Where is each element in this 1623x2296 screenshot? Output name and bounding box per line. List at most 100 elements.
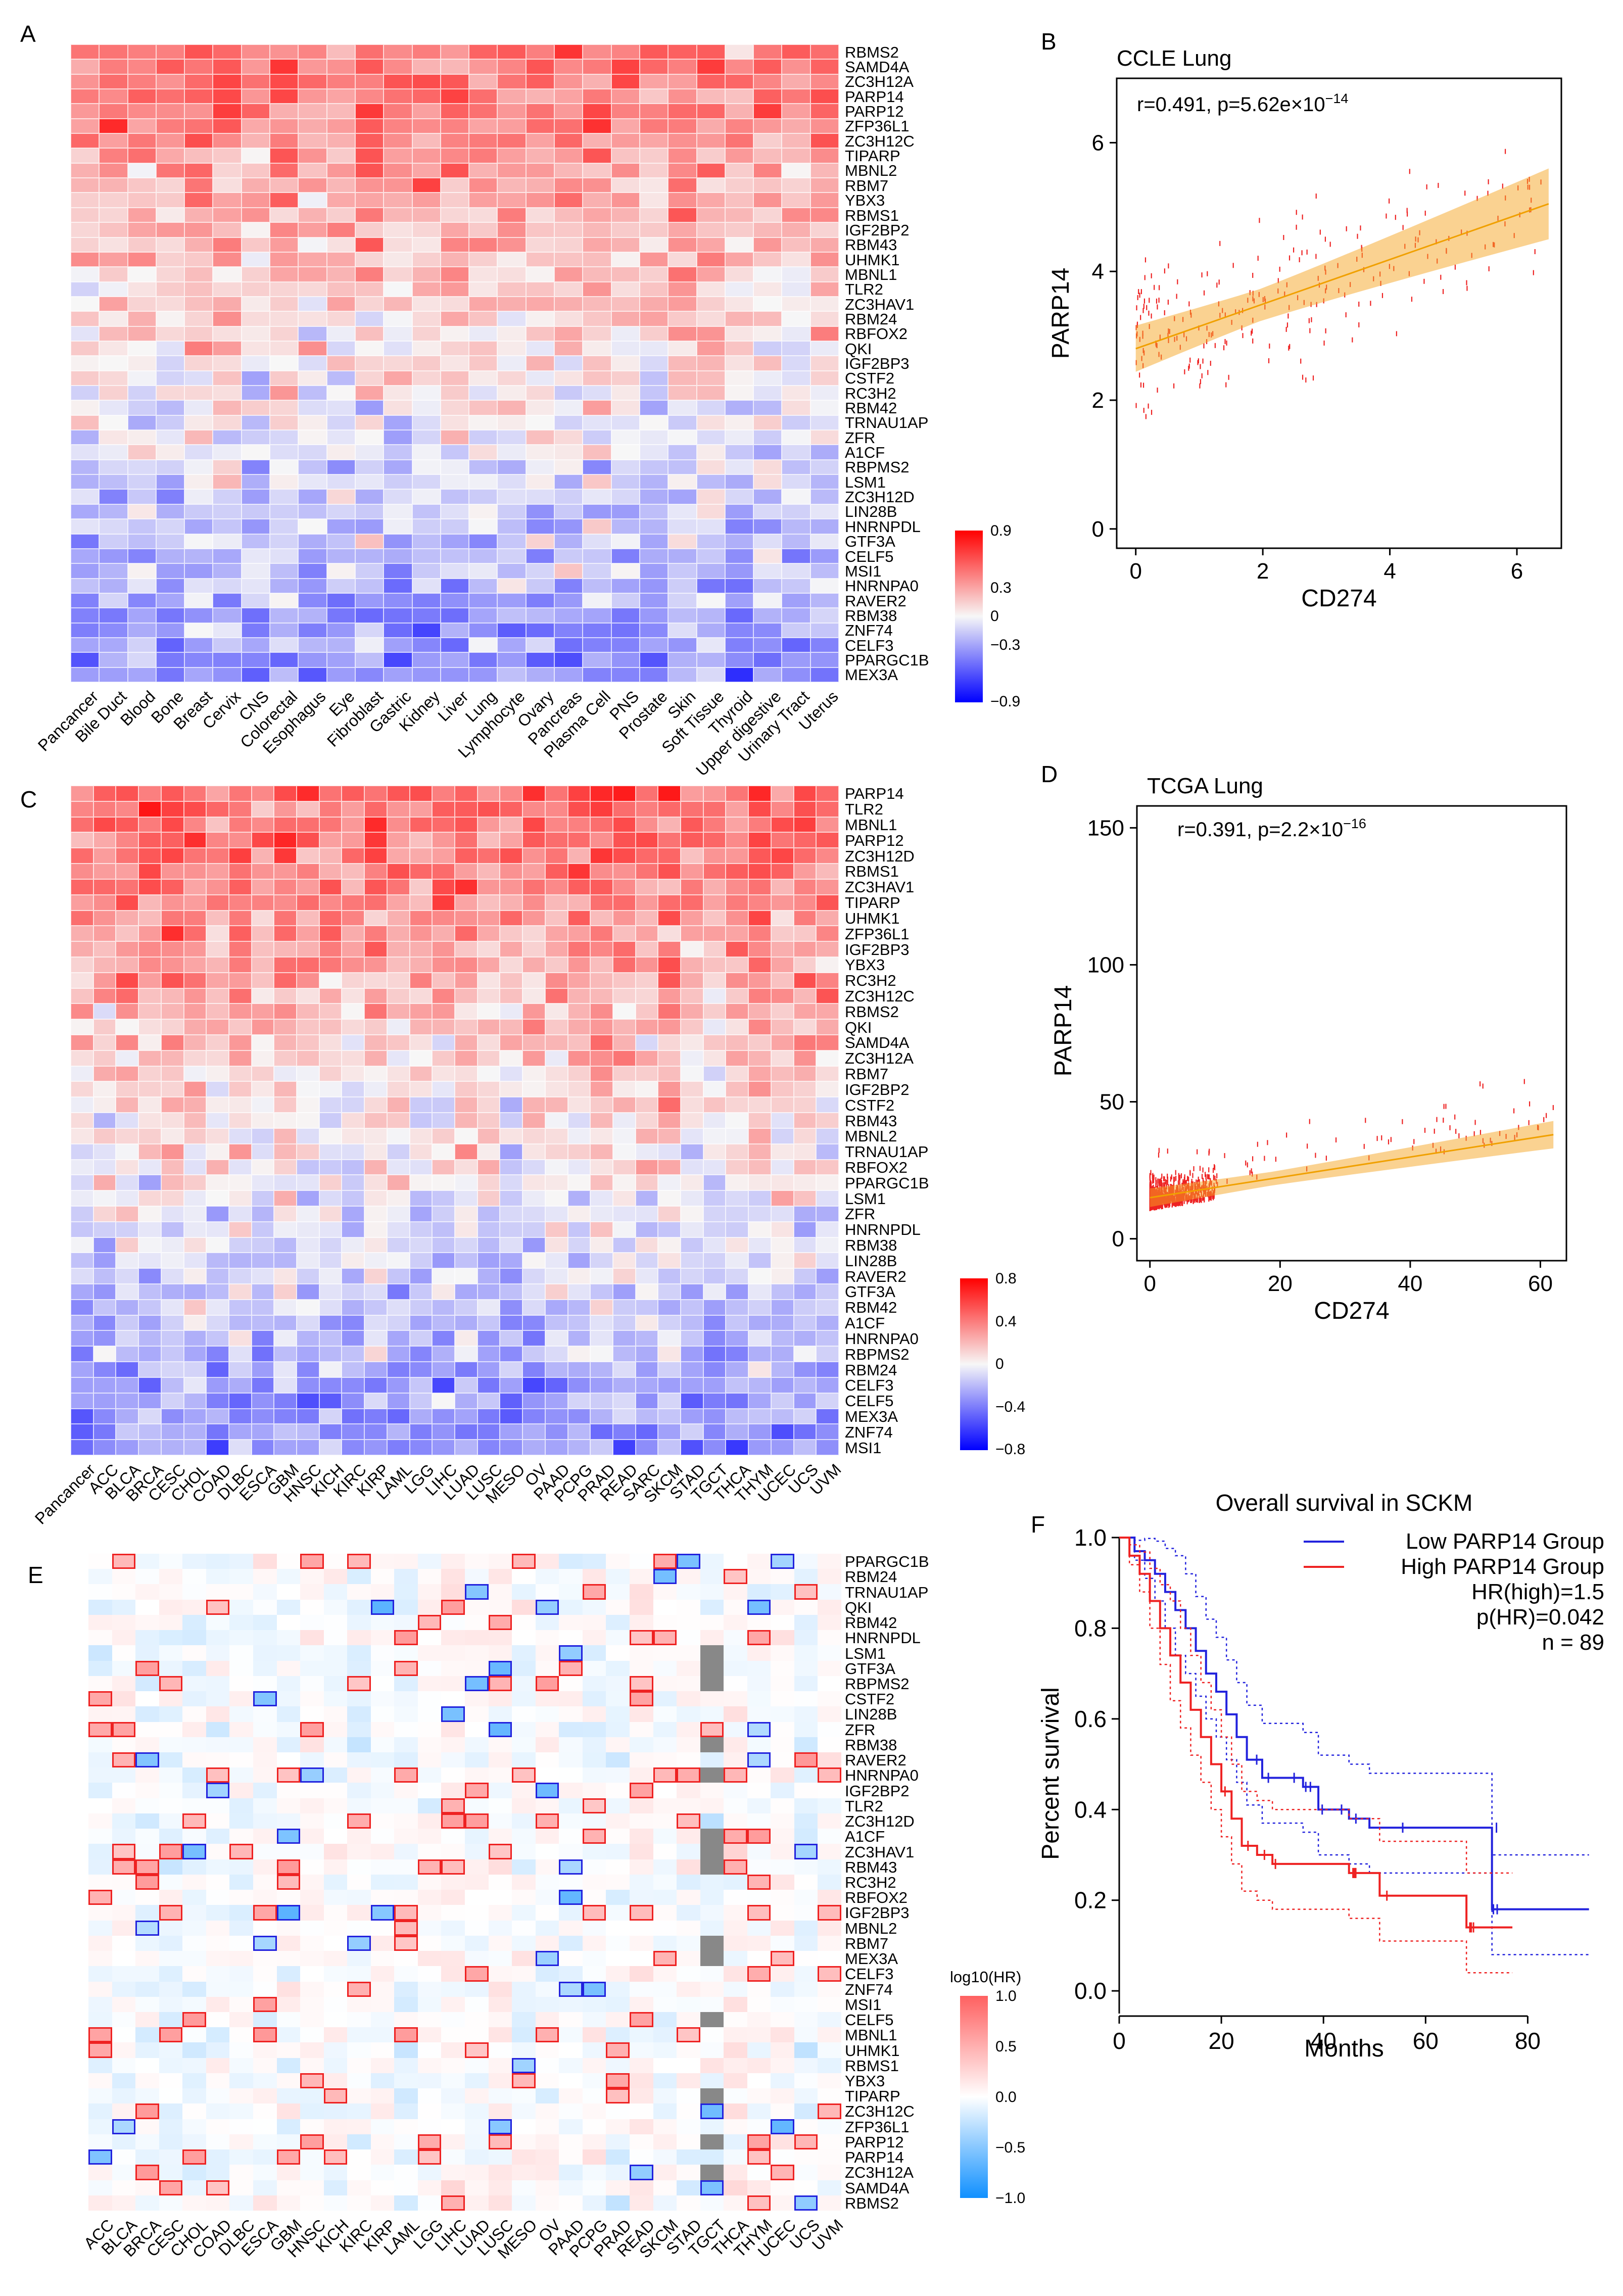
heatmap-cell (409, 1393, 433, 1409)
heatmap-cell (297, 1190, 319, 1206)
heatmap-cell (590, 864, 613, 879)
heatmap-cell (184, 578, 213, 593)
heatmap-cell (724, 1752, 747, 1768)
heatmap-cell (526, 237, 555, 252)
heatmap-cell (526, 148, 555, 163)
heatmap-cell (465, 1981, 489, 1997)
heatmap-cell (253, 1798, 277, 1813)
heatmap-cell (653, 1813, 677, 1829)
heatmap-cell (816, 1253, 839, 1269)
heatmap-row-label: PARP14 (845, 87, 904, 106)
heatmap-cell (653, 1996, 677, 2012)
heatmap-cell (270, 178, 299, 193)
heatmap-cell (274, 1175, 297, 1191)
heatmap-cell (696, 489, 725, 504)
heatmap-row-label: RBPMS2 (845, 458, 910, 476)
heatmap-cell (319, 1330, 342, 1347)
heatmap-cell (300, 1905, 324, 1921)
heatmap-cell (251, 1050, 274, 1066)
heatmap-row-label: CSTF2 (845, 1096, 895, 1114)
heatmap-cell (228, 1237, 252, 1253)
heatmap-cell (696, 578, 725, 593)
heatmap-cell (206, 786, 229, 801)
heatmap-cell (816, 1284, 839, 1300)
heatmap-cell (138, 1299, 161, 1315)
heatmap-cell (241, 341, 270, 356)
heatmap-cell (810, 667, 839, 682)
heatmap-cell (161, 1003, 184, 1020)
heatmap-row-label: ZC3H12A (845, 73, 914, 91)
heatmap-cell (703, 1408, 726, 1424)
heatmap-cell (161, 1440, 184, 1455)
heatmap-cell (567, 926, 591, 942)
heatmap-cell (300, 1829, 324, 1844)
heatmap-cell (241, 326, 270, 341)
heatmap-cell (455, 817, 478, 833)
heatmap-cell (364, 786, 387, 801)
heatmap-cell (409, 832, 433, 848)
heatmap-cell (658, 1190, 681, 1206)
heatmap-cell (342, 1050, 365, 1066)
heatmap-cell (135, 1798, 159, 1813)
heatmap-cell (512, 2012, 536, 2028)
heatmap-cell (251, 879, 274, 895)
heatmap-cell (229, 1951, 253, 1967)
heatmap-cell (567, 1035, 591, 1050)
heatmap-cell (469, 252, 498, 267)
heatmap-cell (384, 667, 412, 682)
heatmap-cell (342, 910, 365, 926)
heatmap-cell (319, 1128, 342, 1144)
heatmap-cell (161, 1190, 184, 1206)
heatmap-cell (724, 1844, 747, 1859)
heatmap-cell (342, 1253, 365, 1269)
heatmap-cell (635, 1190, 658, 1206)
heatmap-cell (206, 2012, 230, 2028)
heatmap-cell (159, 1813, 183, 1829)
heatmap-cell (183, 1050, 207, 1066)
heatmap-cell (748, 894, 771, 911)
heatmap-cell (213, 400, 242, 415)
heatmap-cell (183, 1128, 207, 1144)
heatmap-cell (440, 430, 469, 445)
heatmap-cell (612, 1393, 636, 1409)
heatmap-cell (228, 1346, 252, 1362)
heatmap-cell (606, 1752, 630, 1768)
heatmap-cell (582, 1599, 606, 1615)
heatmap-cell (653, 1737, 677, 1753)
heatmap-row-label: MBNL2 (845, 162, 897, 180)
heatmap-cell (326, 178, 355, 193)
heatmap-cell (93, 1019, 116, 1035)
x-tick-label: 6 (1511, 559, 1523, 584)
heatmap-cell (88, 1676, 112, 1692)
heatmap-cell (522, 1175, 545, 1191)
heatmap-cell (658, 1237, 681, 1253)
heatmap-cell (700, 1691, 724, 1707)
heatmap-cell (135, 1691, 159, 1707)
heatmap-cell (274, 1019, 297, 1035)
heatmap-cell (161, 1377, 184, 1393)
heatmap-cell (342, 1424, 365, 1440)
heatmap-cell (270, 445, 299, 460)
heatmap-cell (455, 1221, 478, 1237)
heatmap-cell (300, 1721, 324, 1737)
heatmap-cell (184, 178, 213, 193)
heatmap-cell (387, 1440, 410, 1455)
heatmap-cell (512, 1783, 536, 1798)
heatmap-cell (156, 608, 185, 623)
heatmap-cell (771, 1554, 794, 1569)
heatmap-cell (455, 801, 478, 817)
heatmap-cell (384, 370, 412, 386)
heatmap-cell (251, 910, 274, 926)
heatmap-cell (88, 1614, 112, 1631)
heatmap-cell (161, 1346, 184, 1362)
heatmap-cell (135, 1706, 159, 1722)
heatmap-cell (639, 59, 669, 74)
heatmap-cell (590, 1237, 613, 1253)
heatmap-cell (818, 1569, 841, 1585)
heatmap-cell (526, 548, 555, 564)
heatmap-cell (432, 941, 455, 957)
heatmap-cell (818, 1829, 841, 1844)
heatmap-cell (270, 356, 299, 371)
x-tick-label: 2 (1257, 559, 1269, 584)
heatmap-cell (658, 1315, 681, 1331)
